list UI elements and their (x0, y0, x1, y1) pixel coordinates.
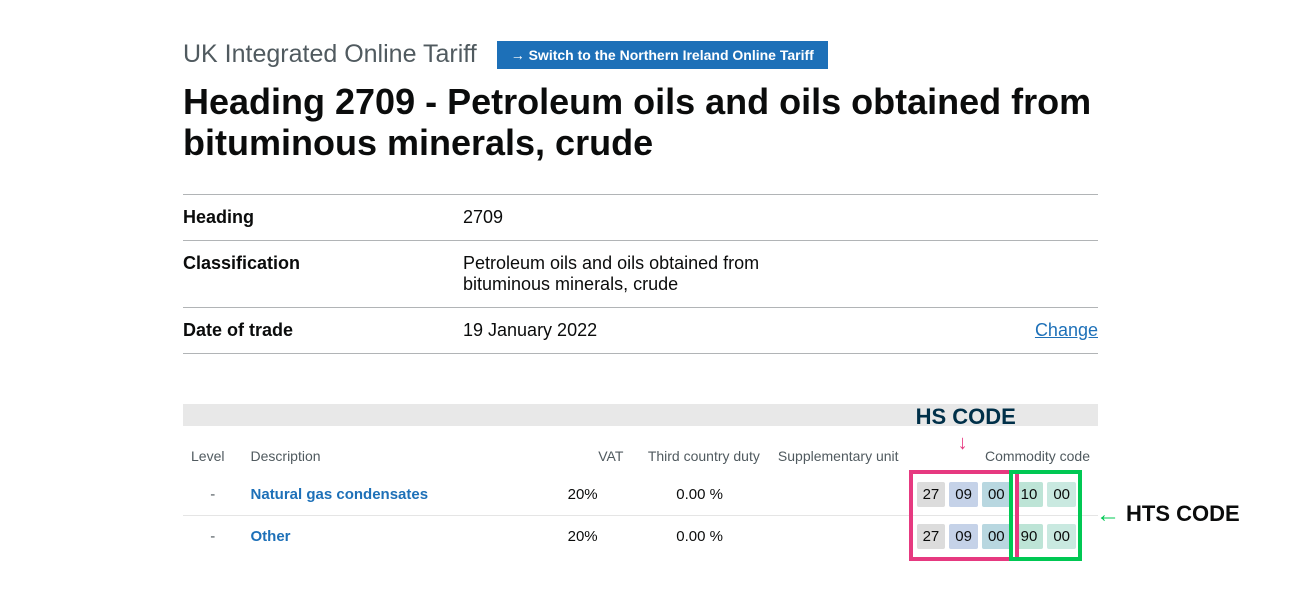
code-segment: 00 (982, 482, 1011, 507)
header-row: UK Integrated Online Tariff → Switch to … (183, 40, 1098, 69)
hs-code-annotation-label: HS CODE (916, 404, 1016, 430)
summary-value: 2709 (463, 207, 1018, 228)
hts-code-annotation-label: HTS CODE (1126, 501, 1240, 527)
row-third-country-duty: 0.00 % (631, 474, 767, 516)
code-segment: 27 (917, 524, 946, 549)
summary-key: Date of trade (183, 320, 463, 341)
page-title: Heading 2709 - Petroleum oils and oils o… (183, 81, 1098, 164)
code-segment: 27 (917, 482, 946, 507)
table-row: -Natural gas condensates20%0.00 %2709001… (183, 474, 1098, 516)
row-third-country-duty: 0.00 % (631, 515, 767, 557)
summary-key: Classification (183, 253, 463, 295)
col-vat: VAT (534, 426, 632, 474)
summary-value: 19 January 2022 (463, 320, 1018, 341)
hs-arrow-icon: ↓ (958, 432, 968, 455)
row-supplementary-unit (768, 515, 907, 557)
commodity-link[interactable]: Natural gas condensates (251, 486, 429, 503)
summary-row-date: Date of trade 19 January 2022 Change (183, 308, 1098, 354)
hts-arrow-icon: ← (1096, 503, 1120, 527)
row-supplementary-unit (768, 474, 907, 516)
row-description: Other (243, 515, 534, 557)
code-segment: 09 (949, 524, 978, 549)
summary-key: Heading (183, 207, 463, 228)
code-segment: 00 (982, 524, 1011, 549)
row-level: - (183, 474, 243, 516)
col-third-country: Third country duty (631, 426, 767, 474)
code-segment: 00 (1047, 482, 1076, 507)
code-segment: 90 (1015, 524, 1044, 549)
summary-row-heading: Heading 2709 (183, 194, 1098, 241)
row-description: Natural gas condensates (243, 474, 534, 516)
switch-tariff-button[interactable]: → Switch to the Northern Ireland Online … (497, 41, 828, 69)
summary-value: Petroleum oils and oils obtained from bi… (463, 253, 883, 295)
table-row: -Other20%0.00 %2709009000 (183, 515, 1098, 557)
code-segment: 10 (1015, 482, 1044, 507)
row-commodity-code: 2709001000 (907, 474, 1098, 516)
summary-list: Heading 2709 Classification Petroleum oi… (183, 194, 1098, 354)
col-description: Description (243, 426, 534, 474)
col-supp-unit: Supplementary unit (768, 426, 907, 474)
service-name: UK Integrated Online Tariff (183, 40, 477, 69)
code-segment: 00 (1047, 524, 1076, 549)
commodity-link[interactable]: Other (251, 528, 291, 545)
row-commodity-code: 2709009000 (907, 515, 1098, 557)
row-level: - (183, 515, 243, 557)
row-vat: 20% (534, 474, 632, 516)
summary-row-classification: Classification Petroleum oils and oils o… (183, 241, 1098, 308)
code-segment: 09 (949, 482, 978, 507)
col-level: Level (183, 426, 243, 474)
col-commodity-code: Commodity code (907, 426, 1098, 474)
row-vat: 20% (534, 515, 632, 557)
change-date-link[interactable]: Change (1035, 320, 1098, 340)
